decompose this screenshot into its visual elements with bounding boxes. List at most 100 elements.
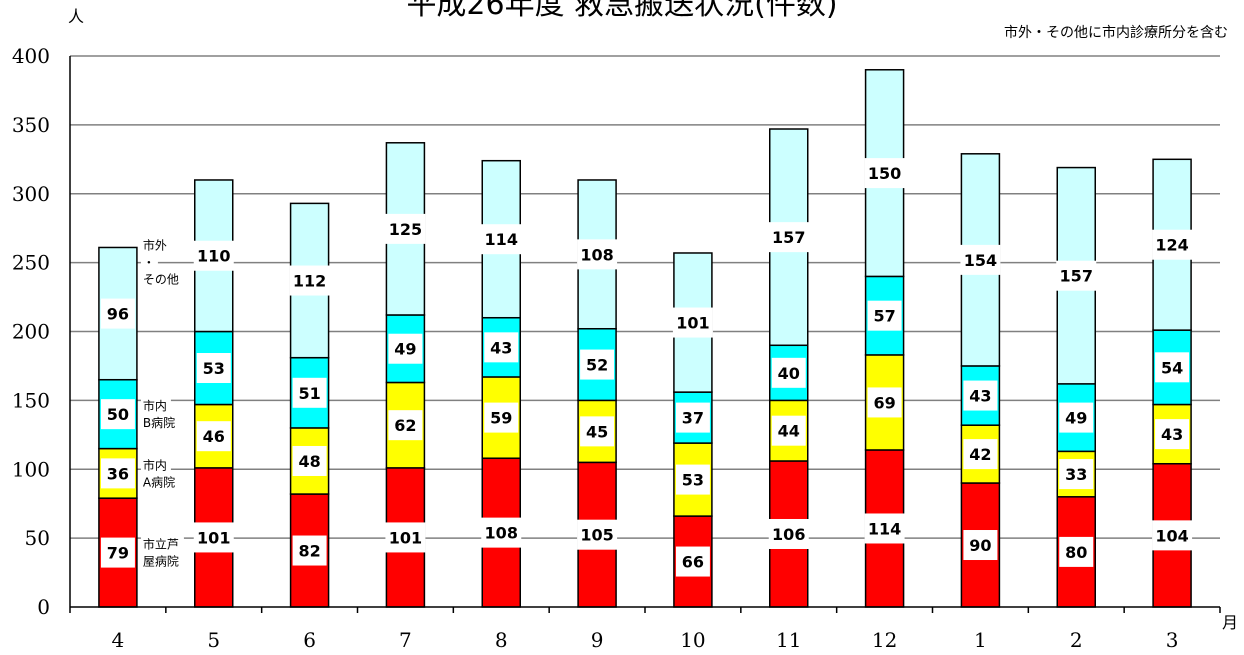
data-label: 124 [1155,236,1188,255]
y-tick-label: 100 [12,457,50,481]
data-label: 57 [873,307,895,326]
series-label-1: 市内 [143,457,167,472]
data-label-box [481,224,522,255]
series-label-box [140,236,171,254]
data-label: 125 [389,220,422,239]
data-label-box [768,518,809,549]
data-label-box [675,402,710,433]
series-label-0: 屋病院 [143,554,179,569]
x-axis-unit-label: 月 [1222,613,1238,632]
data-label-box [1155,419,1190,450]
data-label-box [771,415,806,446]
data-label: 79 [107,544,129,563]
data-label: 36 [107,464,129,483]
y-tick-label: 150 [12,388,50,412]
data-label: 108 [580,245,613,264]
chart-note: 市外・その他に市内診療所分を含む [1004,24,1228,41]
data-label-box [577,519,618,550]
series-label-box [140,253,158,271]
data-label-box [100,399,135,430]
bars [98,69,1192,608]
data-label-box [196,421,231,452]
x-tick-label: 12 [872,628,897,652]
data-label-box [963,530,998,561]
x-tick-label: 3 [1166,628,1179,652]
data-label-box [388,410,423,441]
data-label: 101 [197,528,230,547]
data-label: 114 [868,519,901,538]
data-label: 44 [778,422,800,441]
y-axis-unit-label: 人 [68,7,84,26]
data-label: 80 [1065,543,1087,562]
data-label-box [385,522,426,553]
data-label-box [1155,352,1190,383]
data-label-box [672,307,713,338]
data-label: 59 [490,409,512,428]
data-label-box [963,380,998,411]
series-label-3: その他 [143,272,179,286]
series-label-box [140,552,184,570]
data-label: 82 [298,542,320,561]
y-tick-label: 400 [12,44,50,68]
data-label-box [388,333,423,364]
data-labels: 79 36 50 96 101 46 53 110 82 48 51 112 101 62 49 125 108… [100,158,1193,577]
gridlines [70,55,1220,539]
data-label-box [1059,536,1094,567]
data-label: 150 [868,164,901,183]
data-label: 104 [1155,526,1188,545]
series-label-box [140,414,184,432]
data-label: 101 [389,528,422,547]
data-label: 49 [394,340,416,359]
data-label: 40 [778,364,800,383]
data-label-box [768,222,809,253]
data-label: 157 [772,228,805,247]
data-label-box [484,332,519,363]
data-label-box [577,239,618,270]
series-label-box [140,535,184,553]
x-tick-label: 11 [776,628,801,652]
x-tick-label: 5 [207,628,220,652]
x-tick-label: 7 [399,628,412,652]
x-tick-label: 8 [495,628,508,652]
data-label: 157 [1060,267,1093,286]
y-tick-label: 300 [12,182,50,206]
data-label-box [1059,459,1094,490]
data-label-box [100,298,135,329]
data-label: 101 [676,314,709,333]
data-label: 43 [969,387,991,406]
data-label-box [864,513,905,544]
x-tick-label: 2 [1070,628,1083,652]
series-label-box [140,270,184,288]
data-label-box [864,158,905,189]
data-label: 37 [682,409,704,428]
y-tick-label: 0 [37,595,50,619]
series-label-1: A病院 [143,474,175,489]
data-label-box [867,387,902,418]
y-tick-label: 250 [12,251,50,275]
data-label: 52 [586,356,608,375]
data-label-box [675,546,710,577]
series-label-3: ・ [143,255,155,269]
data-label: 43 [490,338,512,357]
data-label-box [963,439,998,470]
data-label-box [1059,402,1094,433]
data-label-box [484,402,519,433]
data-label: 154 [964,251,997,270]
data-label: 42 [969,445,991,464]
data-label-box [100,458,135,489]
data-label: 48 [298,452,320,471]
data-label: 96 [107,305,129,324]
series-label-2: 市内 [143,398,167,413]
data-label-box [580,349,615,380]
data-label: 110 [197,247,230,266]
data-label-box [292,377,327,408]
data-label: 66 [682,553,704,572]
data-label-box [771,357,806,388]
data-label-box [960,244,1001,275]
series-label-box [140,473,184,491]
y-tick-label: 350 [12,113,50,137]
series-label-3: 市外 [143,237,167,252]
